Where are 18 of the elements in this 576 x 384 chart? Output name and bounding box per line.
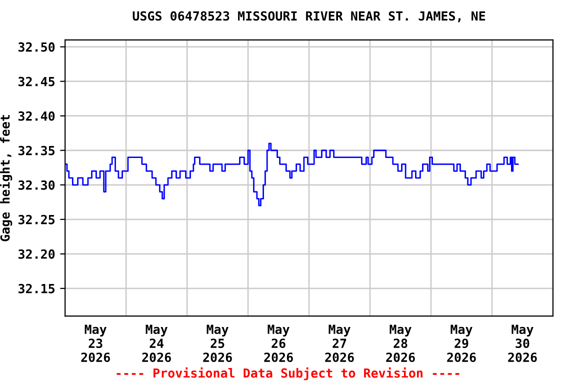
x-tick-label: May 29 2026 [447, 324, 476, 362]
x-tick-label: May 23 2026 [81, 324, 110, 362]
y-tick-label: 32.40 [18, 111, 55, 121]
x-tick-label: May 28 2026 [386, 324, 415, 362]
x-tick-label: May 26 2026 [264, 324, 293, 362]
y-tick-label: 32.45 [18, 76, 55, 86]
y-tick-label: 32.50 [18, 42, 55, 52]
x-tick-label: May 27 2026 [325, 324, 354, 362]
y-tick-label: 32.15 [18, 284, 55, 294]
y-tick-label: 32.20 [18, 249, 55, 259]
x-tick-label: May 30 2026 [508, 324, 537, 362]
x-tick-label: May 25 2026 [203, 324, 232, 362]
y-tick-label: 32.30 [18, 180, 55, 190]
text: ---- Provisional Data Subject to Revision ---- [116, 367, 460, 380]
y-tick-label: 32.25 [18, 214, 55, 224]
y-tick-label: 32.35 [18, 146, 55, 156]
chart-title: USGS 06478523 MISSOURI RIVER NEAR ST. JAMES, NE [132, 11, 486, 22]
x-tick-label: May 24 2026 [142, 324, 171, 362]
